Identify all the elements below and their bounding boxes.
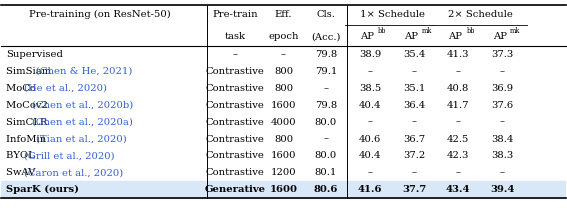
Text: 35.1: 35.1 xyxy=(403,84,425,93)
Text: MoCov2: MoCov2 xyxy=(6,101,50,110)
Text: (Acc.): (Acc.) xyxy=(311,32,341,41)
Text: (Grill et al., 2020): (Grill et al., 2020) xyxy=(24,151,115,160)
Text: 40.4: 40.4 xyxy=(359,151,381,160)
Text: mk: mk xyxy=(510,27,520,35)
Text: Pre-train: Pre-train xyxy=(213,10,258,19)
Text: 1600: 1600 xyxy=(271,101,296,110)
Text: 80.0: 80.0 xyxy=(315,118,337,127)
Text: 1600: 1600 xyxy=(269,185,298,194)
Text: 40.4: 40.4 xyxy=(359,101,381,110)
Text: (Tian et al., 2020): (Tian et al., 2020) xyxy=(36,135,126,144)
Text: 2× Schedule: 2× Schedule xyxy=(448,10,513,19)
Text: Contrastive: Contrastive xyxy=(206,101,265,110)
Text: 79.8: 79.8 xyxy=(315,50,337,59)
Text: 38.9: 38.9 xyxy=(359,50,381,59)
Text: (Chen et al., 2020a): (Chen et al., 2020a) xyxy=(32,118,133,127)
Text: –: – xyxy=(500,67,505,76)
Text: epoch: epoch xyxy=(268,32,299,41)
Text: Contrastive: Contrastive xyxy=(206,118,265,127)
Text: 37.6: 37.6 xyxy=(492,101,514,110)
Text: 37.7: 37.7 xyxy=(402,185,426,194)
Text: 1600: 1600 xyxy=(271,151,296,160)
Text: task: task xyxy=(225,32,246,41)
Text: Contrastive: Contrastive xyxy=(206,151,265,160)
Text: bb: bb xyxy=(378,27,387,35)
Text: (Caron et al., 2020): (Caron et al., 2020) xyxy=(24,168,123,177)
Text: –: – xyxy=(323,84,328,93)
Text: 38.4: 38.4 xyxy=(491,135,514,144)
Text: (He et al., 2020): (He et al., 2020) xyxy=(24,84,107,93)
Text: 79.1: 79.1 xyxy=(315,67,337,76)
Text: 37.2: 37.2 xyxy=(403,151,425,160)
Text: –: – xyxy=(500,118,505,127)
Text: AP: AP xyxy=(360,32,374,41)
Text: Contrastive: Contrastive xyxy=(206,84,265,93)
Text: 4000: 4000 xyxy=(270,118,297,127)
Text: mk: mk xyxy=(421,27,432,35)
Text: –: – xyxy=(456,168,461,177)
Text: InfoMin: InfoMin xyxy=(6,135,49,144)
Text: –: – xyxy=(456,118,461,127)
Text: –: – xyxy=(323,135,328,144)
Text: bb: bb xyxy=(467,27,475,35)
Text: 38.5: 38.5 xyxy=(359,84,381,93)
Text: 36.9: 36.9 xyxy=(492,84,514,93)
Text: 40.6: 40.6 xyxy=(359,135,381,144)
Text: –: – xyxy=(412,168,417,177)
Text: Pre-training (on ResNet-50): Pre-training (on ResNet-50) xyxy=(29,10,171,19)
Text: AP: AP xyxy=(493,32,506,41)
Text: –: – xyxy=(500,168,505,177)
Bar xyxy=(1,181,566,198)
Text: 42.3: 42.3 xyxy=(447,151,469,160)
Text: AP: AP xyxy=(448,32,463,41)
Text: Eff.: Eff. xyxy=(275,10,292,19)
Text: –: – xyxy=(367,118,373,127)
Text: SparK (ours): SparK (ours) xyxy=(6,185,79,194)
Text: SwAV: SwAV xyxy=(6,168,38,177)
Text: 41.6: 41.6 xyxy=(358,185,382,194)
Text: SimSiam: SimSiam xyxy=(6,67,54,76)
Text: Supervised: Supervised xyxy=(6,50,64,59)
Text: –: – xyxy=(412,118,417,127)
Text: Contrastive: Contrastive xyxy=(206,168,265,177)
Text: Generative: Generative xyxy=(205,185,266,194)
Text: 800: 800 xyxy=(274,135,293,144)
Text: Cls.: Cls. xyxy=(316,10,335,19)
Text: Contrastive: Contrastive xyxy=(206,67,265,76)
Text: –: – xyxy=(281,50,286,59)
Text: 36.4: 36.4 xyxy=(403,101,425,110)
Text: SimCLR: SimCLR xyxy=(6,118,50,127)
Text: AP: AP xyxy=(404,32,418,41)
Text: –: – xyxy=(412,67,417,76)
Text: 80.6: 80.6 xyxy=(314,185,338,194)
Text: 42.5: 42.5 xyxy=(447,135,469,144)
Text: 80.1: 80.1 xyxy=(315,168,337,177)
Text: 35.4: 35.4 xyxy=(403,50,425,59)
Text: –: – xyxy=(233,50,238,59)
Text: 800: 800 xyxy=(274,67,293,76)
Text: 38.3: 38.3 xyxy=(491,151,514,160)
Text: 1× Schedule: 1× Schedule xyxy=(359,10,425,19)
Text: –: – xyxy=(456,67,461,76)
Text: 37.3: 37.3 xyxy=(491,50,514,59)
Text: (Chen & He, 2021): (Chen & He, 2021) xyxy=(36,67,132,76)
Text: MoCo: MoCo xyxy=(6,84,38,93)
Text: 80.0: 80.0 xyxy=(315,151,337,160)
Text: –: – xyxy=(367,67,373,76)
Text: (Chen et al., 2020b): (Chen et al., 2020b) xyxy=(32,101,133,110)
Text: BYOL: BYOL xyxy=(6,151,37,160)
Text: –: – xyxy=(367,168,373,177)
Text: Contrastive: Contrastive xyxy=(206,135,265,144)
Text: 1200: 1200 xyxy=(270,168,297,177)
Text: 40.8: 40.8 xyxy=(447,84,469,93)
Text: 800: 800 xyxy=(274,84,293,93)
Text: 39.4: 39.4 xyxy=(490,185,515,194)
Text: 41.3: 41.3 xyxy=(447,50,469,59)
Text: 43.4: 43.4 xyxy=(446,185,471,194)
Text: 79.8: 79.8 xyxy=(315,101,337,110)
Text: 41.7: 41.7 xyxy=(447,101,469,110)
Text: 36.7: 36.7 xyxy=(403,135,425,144)
